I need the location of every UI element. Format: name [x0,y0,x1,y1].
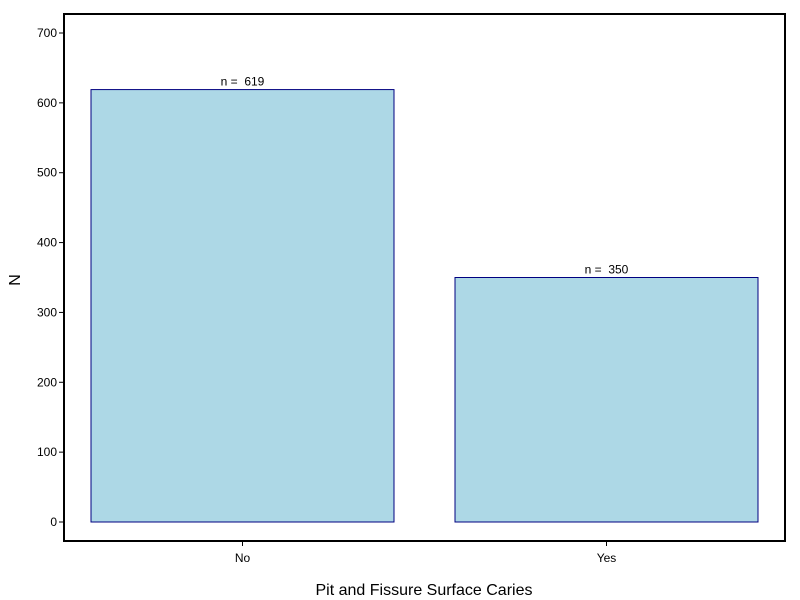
data-label-yes: n = 350 [585,263,629,277]
bars [90,89,759,523]
y-tick-label: 100 [37,445,57,459]
plot-frame [63,13,786,542]
data-label-no: n = 619 [221,75,265,89]
y-tick-label: 400 [37,236,57,250]
y-tick-label: 200 [37,375,57,389]
x-tick-label-no: No [235,551,251,565]
bar-yes [454,277,759,523]
y-tick-label: 600 [37,96,57,110]
x-axis-title: Pit and Fissure Surface Caries [316,582,533,599]
x-tick-label-yes: Yes [597,551,617,565]
y-tick-label: 0 [50,515,57,529]
x-axis: No Yes [235,541,616,565]
y-tick-label: 700 [37,26,57,40]
y-axis: 0 100 200 300 400 500 600 700 [37,26,64,529]
data-labels: n = 619 n = 350 [221,75,629,277]
y-tick-label: 500 [37,166,57,180]
y-axis-title: N [7,274,24,286]
bar-no [90,89,395,523]
y-tick-label: 300 [37,305,57,319]
